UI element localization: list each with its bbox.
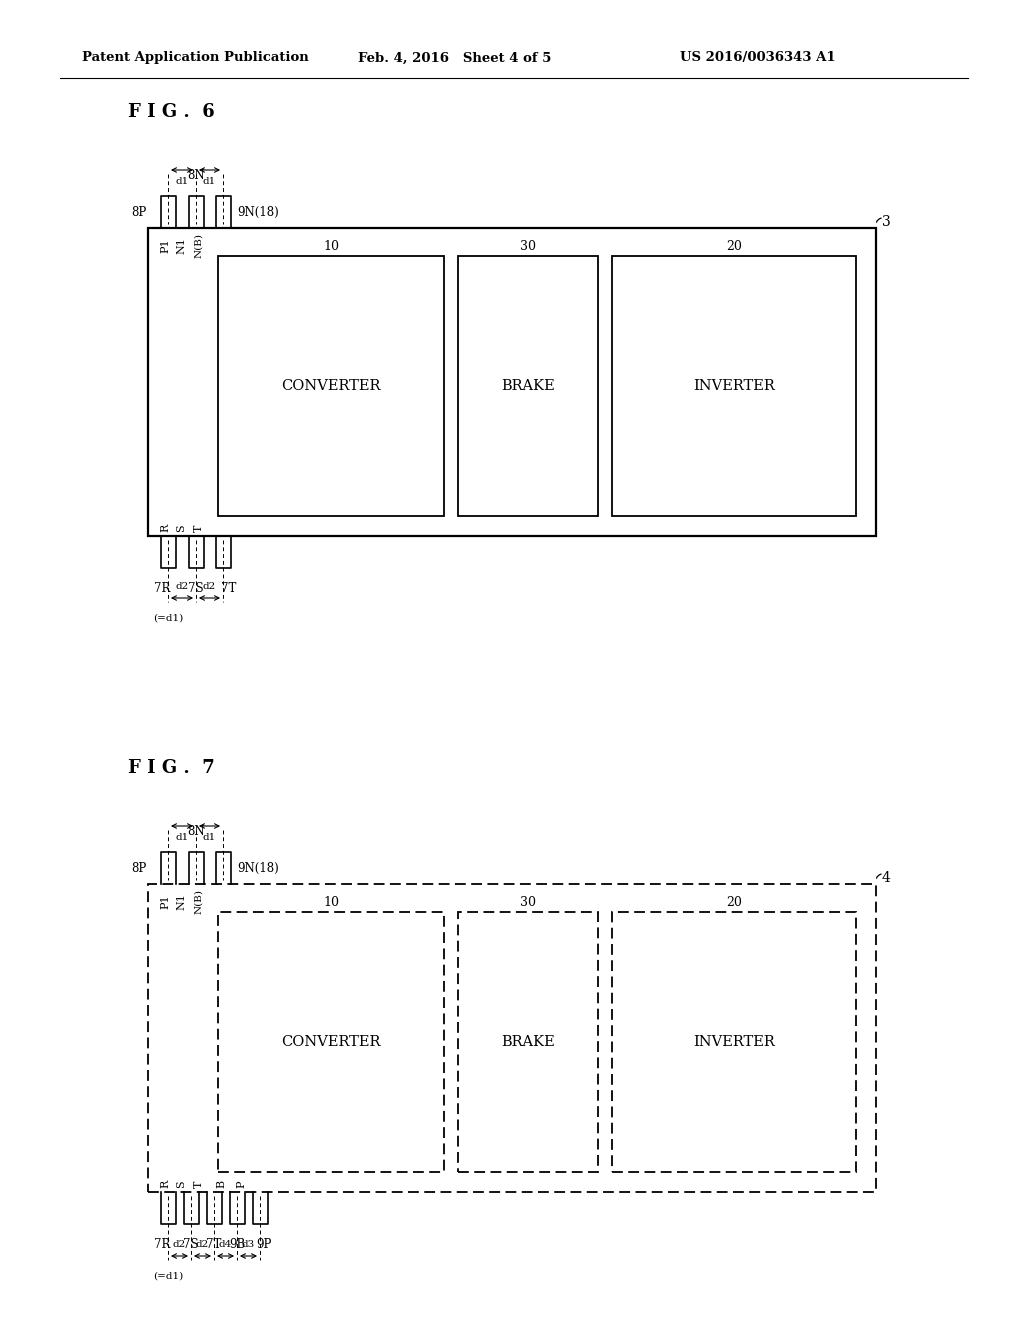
Bar (218, 256, 444, 516)
Text: S: S (176, 524, 186, 532)
Text: Patent Application Publication: Patent Application Publication (82, 51, 309, 65)
Text: (=d1): (=d1) (153, 614, 183, 623)
Text: d3: d3 (242, 1239, 255, 1249)
Bar (458, 912, 598, 1172)
Text: 20: 20 (726, 239, 742, 252)
Text: d1: d1 (203, 177, 216, 186)
Text: B: B (216, 1180, 226, 1188)
Text: (=d1): (=d1) (153, 1272, 183, 1280)
Text: N(B): N(B) (195, 234, 204, 259)
Text: N1: N1 (176, 894, 186, 911)
Text: 7T: 7T (206, 1238, 221, 1251)
Text: d1: d1 (203, 833, 216, 842)
Text: 9P: 9P (256, 1238, 271, 1251)
Text: 30: 30 (520, 895, 536, 908)
Text: 8P: 8P (131, 206, 146, 219)
Text: 7S: 7S (183, 1238, 199, 1251)
Bar (148, 884, 876, 1192)
Text: R: R (160, 1180, 170, 1188)
Text: P: P (236, 1180, 246, 1188)
Text: US 2016/0036343 A1: US 2016/0036343 A1 (680, 51, 836, 65)
Text: 4: 4 (882, 871, 891, 884)
Text: F I G .  6: F I G . 6 (128, 103, 215, 121)
Text: 9B: 9B (229, 1238, 245, 1251)
Text: T: T (194, 1180, 204, 1188)
Bar (148, 228, 876, 536)
Text: 7R: 7R (154, 1238, 170, 1251)
Text: CONVERTER: CONVERTER (282, 1035, 381, 1049)
Text: 7T: 7T (221, 582, 237, 595)
Text: T: T (194, 524, 204, 532)
Text: 8P: 8P (131, 862, 146, 874)
Text: Feb. 4, 2016   Sheet 4 of 5: Feb. 4, 2016 Sheet 4 of 5 (358, 51, 551, 65)
Text: INVERTER: INVERTER (693, 1035, 775, 1049)
Text: R: R (160, 524, 170, 532)
Text: d2: d2 (175, 582, 188, 591)
Text: 8N: 8N (187, 825, 205, 838)
Text: 7R: 7R (154, 582, 170, 595)
Text: S: S (176, 1180, 186, 1188)
Text: d2: d2 (196, 1239, 209, 1249)
Text: F I G .  7: F I G . 7 (128, 759, 215, 777)
Bar (612, 912, 856, 1172)
Text: 10: 10 (323, 239, 339, 252)
Text: BRAKE: BRAKE (501, 379, 555, 393)
Bar (458, 256, 598, 516)
Text: CONVERTER: CONVERTER (282, 379, 381, 393)
Text: N(B): N(B) (195, 890, 204, 915)
Text: 8N: 8N (187, 169, 205, 182)
Text: d4: d4 (219, 1239, 232, 1249)
Bar (612, 256, 856, 516)
Text: d1: d1 (175, 177, 188, 186)
Text: 30: 30 (520, 239, 536, 252)
Text: 9N(18): 9N(18) (237, 206, 279, 219)
Text: 3: 3 (882, 215, 891, 228)
Text: 7S: 7S (188, 582, 204, 595)
Text: d2: d2 (173, 1239, 186, 1249)
Text: d1: d1 (175, 833, 188, 842)
Bar (218, 912, 444, 1172)
Text: P1: P1 (160, 895, 170, 909)
Text: d2: d2 (203, 582, 216, 591)
Text: N1: N1 (176, 238, 186, 255)
Text: INVERTER: INVERTER (693, 379, 775, 393)
Text: 10: 10 (323, 895, 339, 908)
Text: BRAKE: BRAKE (501, 1035, 555, 1049)
Text: 9N(18): 9N(18) (237, 862, 279, 874)
Text: 20: 20 (726, 895, 742, 908)
Text: P1: P1 (160, 239, 170, 253)
